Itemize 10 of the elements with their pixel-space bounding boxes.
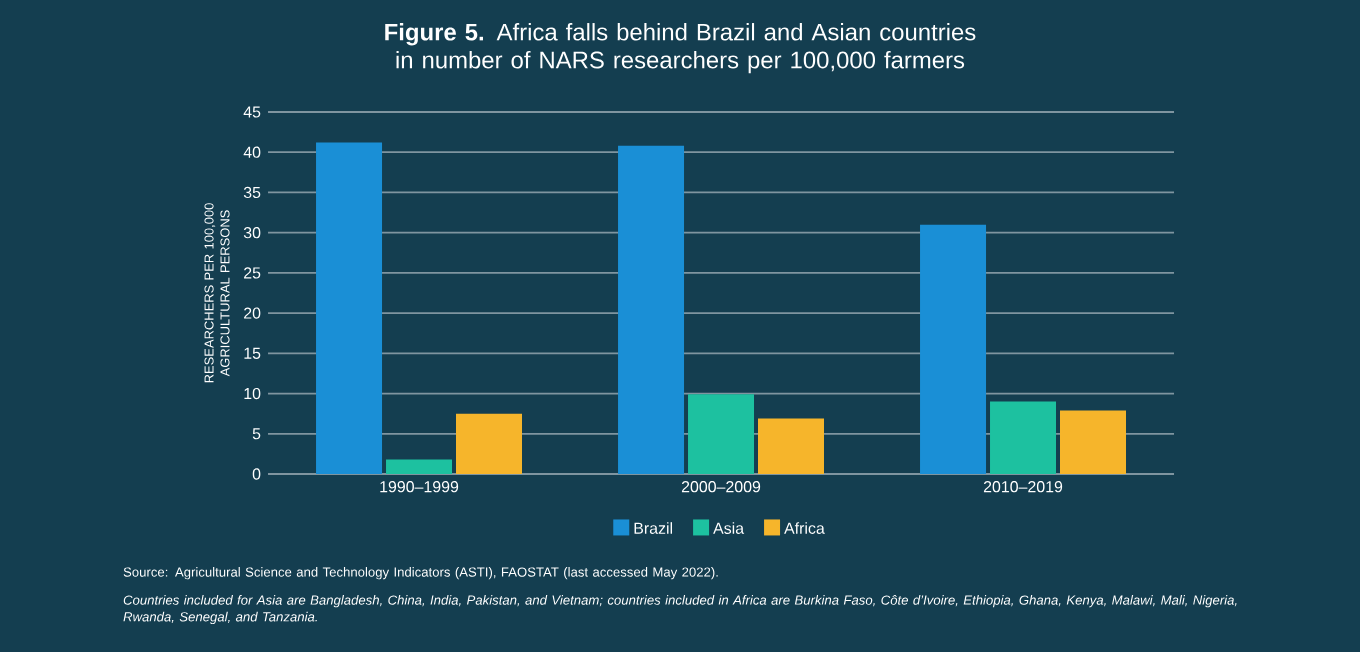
bar xyxy=(618,145,685,474)
bar xyxy=(758,418,824,474)
bar xyxy=(316,142,383,474)
bar xyxy=(990,401,1057,474)
bar xyxy=(456,413,522,474)
bar xyxy=(386,459,453,474)
bar xyxy=(920,224,987,474)
bar xyxy=(1060,410,1127,474)
bar xyxy=(688,394,755,474)
chart-title: Figure 5. Africa falls behind Brazil and Asian countries in number of NARS researchers per 100,000 farmers xyxy=(385,23,976,74)
